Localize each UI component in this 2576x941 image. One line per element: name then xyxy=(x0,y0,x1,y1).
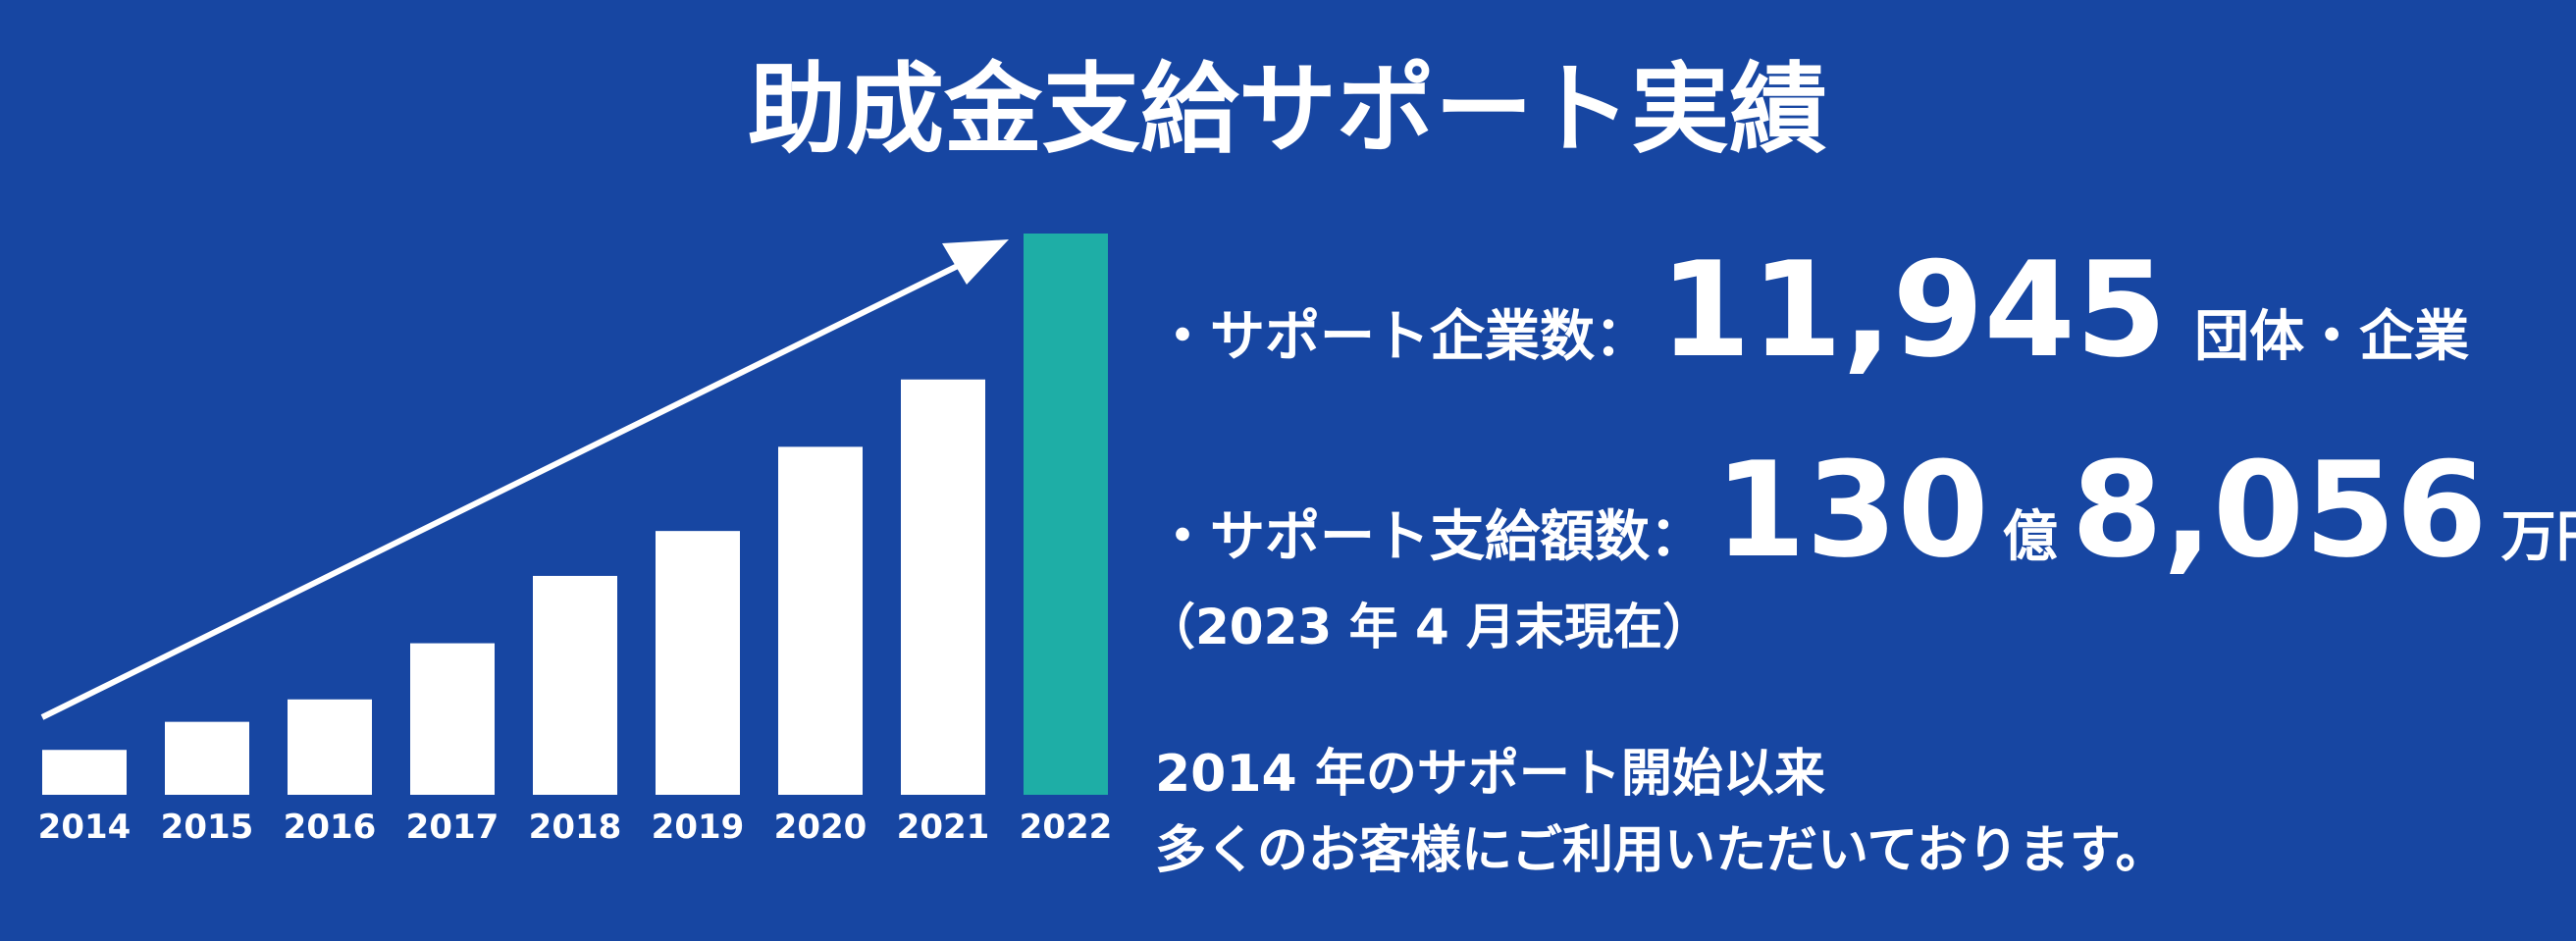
stat-unit: 億 xyxy=(2003,505,2058,569)
bar xyxy=(288,699,372,795)
x-tick-label: 2014 xyxy=(38,808,131,847)
x-tick-label: 2019 xyxy=(652,808,745,847)
bar xyxy=(901,379,985,795)
x-tick-label: 2022 xyxy=(1020,808,1113,847)
stat-label: ・サポート支給額数： xyxy=(1155,505,1705,569)
x-tick-label: 2018 xyxy=(529,808,622,847)
note: （2023 年 4 月末現在） xyxy=(1146,599,1711,655)
stat-row: ・サポート企業数：11,945 団体・企業 xyxy=(1155,234,2469,387)
message-line: 多くのお客様にご利用いただいております。 xyxy=(1155,821,2167,880)
arrow-line xyxy=(40,256,973,720)
stat-value: 11,945 xyxy=(1659,234,2167,387)
x-tick-label: 2021 xyxy=(897,808,990,847)
bar xyxy=(165,721,249,795)
x-tick-label: 2016 xyxy=(284,808,377,847)
message-line: 2014 年のサポート開始以来 xyxy=(1155,745,1825,804)
x-tick-label: 2017 xyxy=(406,808,499,847)
bar xyxy=(1024,234,1108,795)
bar xyxy=(656,531,740,795)
bar xyxy=(533,575,617,795)
stat-value: 8,056 xyxy=(2072,434,2488,587)
stat-label: ・サポート企業数： xyxy=(1155,305,1650,369)
stat-value: 130 xyxy=(1714,434,1989,587)
stat-unit: 万円 xyxy=(2501,505,2576,569)
bar xyxy=(778,446,863,795)
x-tick-label: 2015 xyxy=(161,808,254,847)
x-tick-label: 2020 xyxy=(774,808,867,847)
bar-chart: 2014 2015 2016 2017 2018 2019 2020 2021 2022 xyxy=(38,234,1113,847)
arrow-head xyxy=(942,239,1009,285)
title: 助成金支給サポート実績 xyxy=(748,52,1827,167)
stat-unit: 団体・企業 xyxy=(2194,305,2469,369)
arrow xyxy=(40,239,1009,720)
bar xyxy=(42,750,127,795)
bar xyxy=(410,643,495,795)
